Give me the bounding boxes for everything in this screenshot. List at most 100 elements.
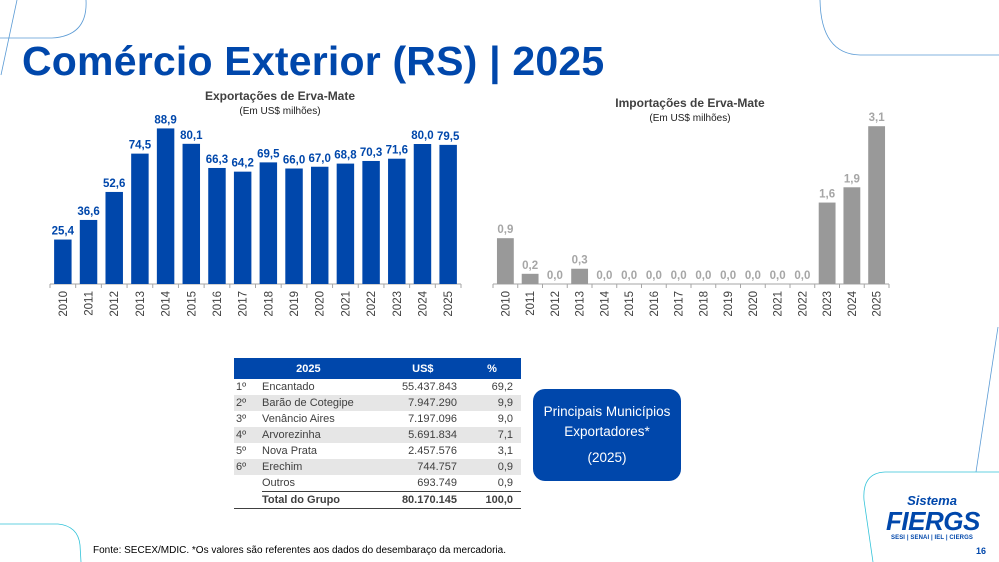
import-chart-title: Importações de Erva-Mate [615,96,765,110]
x-tick-label-2022: 2022 [366,291,378,317]
data-label-2019: 66,0 [283,155,305,167]
data-label-2012: 0,0 [547,270,563,282]
table-total-row: Total do Grupo 80.170.145 100,0 [234,491,521,509]
export-chart-subtitle: (Em US$ milhões) [239,106,321,117]
deco-line-bottom-left [0,523,82,562]
x-tick-label-2024: 2024 [847,290,859,316]
bar-2018 [259,162,278,284]
deco-line-right-slant [975,326,999,473]
data-label-2018: 69,5 [257,148,280,160]
x-tick-label-2020: 2020 [315,291,327,317]
data-label-2011: 0,2 [522,260,538,272]
bar-2010 [496,238,514,284]
table-row: 2º Barão de Cotegipe 7.947.290 9,9 [234,395,521,411]
x-tick-label-2016: 2016 [212,291,224,317]
bar-2017 [233,171,252,284]
data-label-2024: 1,9 [844,173,860,185]
x-tick-label-2012: 2012 [550,291,562,317]
data-label-2020: 67,0 [309,153,331,165]
data-label-2018: 0,0 [695,270,711,282]
pct-value: 69,2 [491,381,513,393]
municipality-name: Encantado [262,381,315,393]
logo-line-1: Sistema [907,493,957,508]
x-tick-label-2015: 2015 [624,291,636,317]
municipalities-table: 2025 US$ % 1º Encantado 55.437.843 69,2 2º Ba… [234,358,521,509]
data-label-2013: 74,5 [129,140,152,152]
fiergs-logo: Sistema FIERGS SESI | SENAI | IEL | CIER… [886,493,980,542]
usd-value: 2.457.576 [408,445,457,457]
data-label-2017: 0,0 [671,270,687,282]
table-row: 1º Encantado 55.437.843 69,2 [234,379,521,395]
x-tick-label-2011: 2011 [525,291,537,316]
bar-2024 [413,144,432,284]
data-label-2025: 3,1 [869,112,886,124]
logo-line-2: FIERGS [886,506,980,536]
bar-2023 [818,202,836,284]
x-tick-label-2017: 2017 [674,291,686,317]
x-tick-label-2021: 2021 [773,291,785,317]
municipality-name: Barão de Cotegipe [262,395,383,411]
callout-line-3: (2025) [587,450,627,465]
bar-2022 [362,160,380,284]
rank [234,491,262,509]
usd-value: 7.197.096 [408,413,457,425]
data-label-2024: 80,0 [411,130,433,142]
table-row: 6º Erechim 744.757 0,9 [234,459,521,475]
usd-value: 55.437.843 [401,381,457,393]
x-tick-label-2015: 2015 [186,291,198,317]
x-tick-label-2011: 2011 [84,291,96,316]
data-label-2025: 79,5 [437,131,460,143]
x-tick-label-2020: 2020 [748,291,760,317]
x-tick-label-2019: 2019 [723,291,735,317]
bar-2013 [571,268,589,284]
x-tick-label-2018: 2018 [698,291,710,317]
total-label: Total do Grupo [262,491,383,509]
table-header-pct: % [463,358,521,379]
data-label-2012: 52,6 [103,178,125,190]
table-header-usd: US$ [382,358,463,379]
source-footnote: Fonte: SECEX/MDIC. *Os valores são refer… [93,545,506,556]
municipality-name: Erechim [262,459,383,475]
bar-2023 [388,158,406,284]
x-tick-label-2022: 2022 [797,291,809,317]
export-chart-title: Exportações de Erva-Mate [204,89,356,103]
rank: 4º [234,427,262,443]
data-label-2015: 80,1 [180,130,203,142]
x-tick-label-2017: 2017 [238,291,250,317]
bar-2011 [79,219,98,284]
x-tick-label-2010: 2010 [58,291,70,317]
callout-box: Principais Municípios Exportadores* (202… [533,389,681,481]
bar-2020 [310,166,329,284]
x-tick-label-2023: 2023 [822,291,834,317]
data-label-2021: 0,0 [770,270,786,282]
pct-value: 9,0 [497,413,513,425]
x-tick-label-2014: 2014 [161,290,173,316]
bar-2025 [439,144,457,284]
pct-value: 0,9 [463,459,521,475]
x-tick-label-2010: 2010 [500,291,512,317]
callout-line-1: Principais Municípios [543,404,671,419]
bar-2012 [105,191,123,284]
page-title: Comércio Exterior (RS) | 2025 [22,38,605,84]
export-chart: 25,4 2010 36,6 2011 52,6 2012 74,5 2013 88,9 2014… [49,114,462,317]
x-tick-label-2019: 2019 [289,291,301,317]
pct-value: 0,9 [497,477,513,489]
table-header-row: 2025 US$ % [234,358,521,379]
rank: 5º [236,445,247,457]
pct-value: 3,1 [497,445,513,457]
rank: 1º [236,381,247,393]
bar-2015 [182,143,201,284]
usd-value: 5.691.834 [382,427,463,443]
bar-2010 [54,239,72,284]
x-tick-label-2021: 2021 [340,291,352,317]
rank: 6º [234,459,262,475]
rank: 2º [234,395,262,411]
table-row: 4º Arvorezinha 5.691.834 7,1 [234,427,521,443]
import-chart-subtitle: (Em US$ milhões) [649,113,731,124]
x-tick-label-2013: 2013 [575,291,587,317]
import-chart: 0,9 2010 0,2 2011 0,0 2012 0,3 2013 0,0 2014 0,0 20… [492,112,890,317]
table-row: 5º Nova Prata 2.457.576 3,1 [234,443,521,459]
x-tick-label-2014: 2014 [599,290,611,316]
x-tick-label-2012: 2012 [109,291,121,317]
callout-line-2: Exportadores* [564,424,650,439]
